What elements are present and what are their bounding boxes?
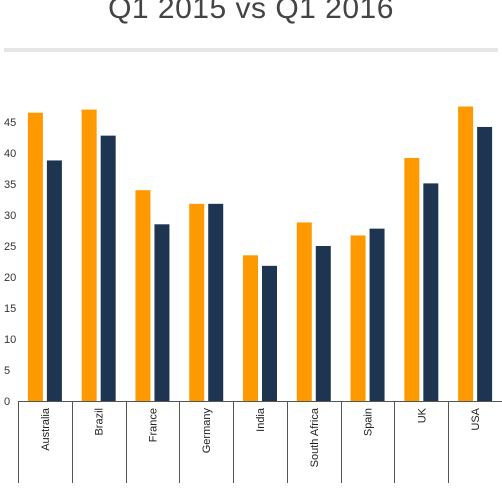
- y-tick-label: 5: [4, 365, 10, 377]
- bar-q1-2016: [477, 126, 493, 402]
- x-category-label: Germany: [201, 408, 213, 454]
- bar-q1-2016: [369, 228, 385, 401]
- x-category-label: South Africa: [309, 407, 321, 467]
- y-tick-label: 25: [4, 241, 16, 253]
- bar-q1-2015: [243, 255, 258, 401]
- bar-q1-2015: [189, 203, 205, 401]
- chart-title: Q1 2015 vs Q1 2016: [108, 0, 394, 25]
- bar-q1-2015: [350, 235, 366, 401]
- bar-q1-2016: [262, 265, 277, 401]
- y-tick-label: 20: [4, 272, 16, 284]
- x-category-label: UK: [416, 407, 428, 423]
- x-category-label: Australia: [40, 407, 52, 451]
- x-axis: Australia Brazil France Germany India South A…: [18, 401, 502, 483]
- title-divider: [4, 48, 498, 52]
- y-tick-label: 15: [4, 303, 16, 315]
- bar-q1-2015: [296, 222, 312, 401]
- bar-q1-2016: [100, 135, 116, 401]
- y-tick-label: 10: [4, 334, 16, 346]
- bar-q1-2016: [315, 246, 331, 401]
- y-tick-label: 45: [4, 117, 16, 129]
- bar-q1-2015: [135, 190, 151, 401]
- bar-q1-2016: [154, 224, 170, 401]
- x-category-label: France: [147, 408, 159, 442]
- bar-q1-2015: [404, 157, 420, 401]
- y-tick-label: 0: [4, 396, 10, 408]
- bar-q1-2016: [46, 160, 62, 401]
- x-category-label: Spain: [363, 408, 375, 436]
- bar-q1-2015: [27, 112, 43, 401]
- y-tick-label: 30: [4, 210, 16, 222]
- bars-group: [27, 106, 493, 402]
- y-tick-label: 35: [4, 179, 16, 191]
- y-axis: 0 5 10 15 20 25 30 35 40 45: [4, 117, 16, 408]
- x-category-label: India: [255, 407, 267, 432]
- bar-q1-2016: [208, 203, 224, 401]
- x-category-label: USA: [470, 407, 482, 430]
- bar-q1-2016: [423, 183, 439, 401]
- chart-title-container: Q1 2015 vs Q1 2016: [0, 0, 502, 34]
- bar-q1-2015: [81, 109, 97, 401]
- x-category-label: Brazil: [94, 408, 106, 436]
- y-tick-label: 40: [4, 148, 16, 160]
- bar-q1-2015: [458, 106, 474, 401]
